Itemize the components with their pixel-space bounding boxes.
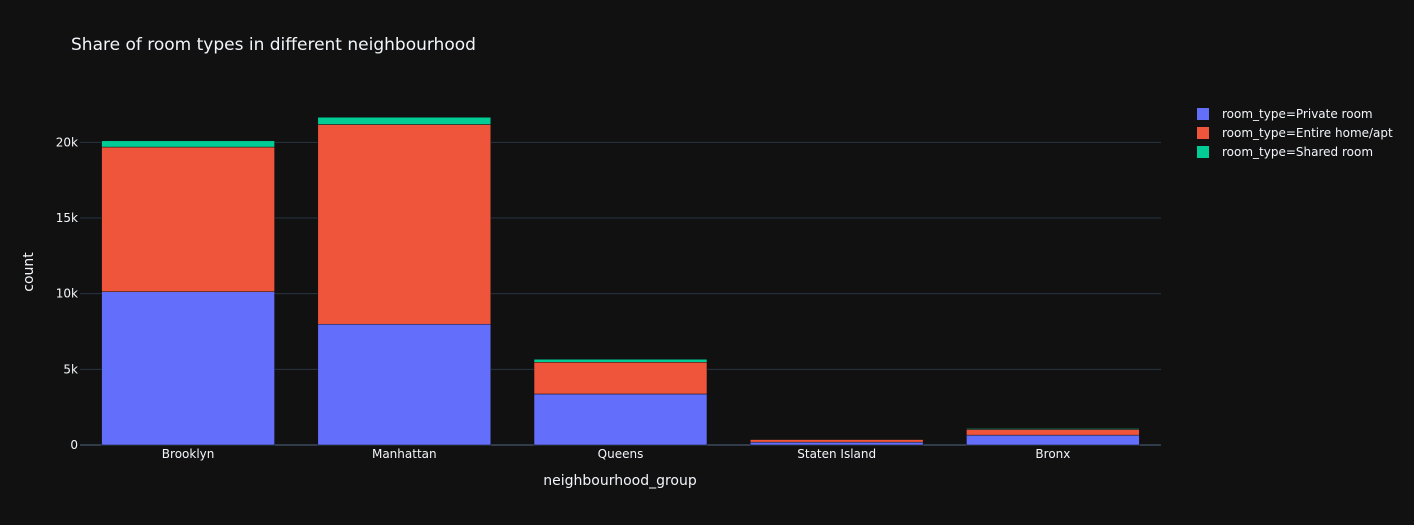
legend-item-label[interactable]: room_type=Shared room (1222, 145, 1373, 159)
legend-swatch[interactable] (1197, 146, 1209, 158)
y-tick-label: 20k (56, 135, 78, 149)
bar-manhattan-series-0[interactable] (317, 323, 492, 446)
bar-queens-series-1[interactable] (533, 362, 708, 395)
legend-item-label[interactable]: room_type=Private room (1222, 107, 1373, 121)
bar-brooklyn-series-0[interactable] (101, 291, 275, 446)
legend: room_type=Private room room_type=Entire h… (1197, 107, 1393, 159)
x-tick-label: Staten Island (797, 447, 876, 461)
bar-queens-series-2[interactable] (533, 359, 708, 363)
x-tick-label: Queens (598, 447, 644, 461)
legend-swatch[interactable] (1197, 127, 1209, 139)
y-tick-labels: 0 5k 10k 15k 20k (56, 135, 78, 452)
bar-staten-island-series-0[interactable] (749, 441, 924, 446)
y-tick-label: 0 (70, 438, 78, 452)
bar-brooklyn-series-1[interactable] (101, 146, 275, 292)
bar-staten-island-series-1[interactable] (749, 439, 924, 443)
x-tick-label: Manhattan (372, 447, 437, 461)
bar-brooklyn-series-2[interactable] (101, 140, 275, 148)
bar-manhattan-series-2[interactable] (317, 116, 492, 125)
x-tick-label: Brooklyn (162, 447, 215, 461)
y-tick-label: 5k (63, 362, 78, 376)
y-tick-label: 15k (56, 211, 78, 225)
bars (101, 116, 1140, 446)
bar-bronx-series-1[interactable] (966, 429, 1140, 436)
bar-queens-series-0[interactable] (533, 393, 708, 446)
x-tick-label: Bronx (1035, 447, 1070, 461)
bar-manhattan-series-1[interactable] (317, 124, 492, 325)
bar-bronx-series-0[interactable] (966, 434, 1140, 446)
x-axis-title: neighbourhood_group (543, 473, 697, 489)
bar-bronx-series-2[interactable] (966, 428, 1140, 430)
x-tick-labels: Brooklyn Manhattan Queens Staten Island Bron… (162, 447, 1071, 461)
y-tick-label: 10k (56, 287, 78, 301)
legend-item-label[interactable]: room_type=Entire home/apt (1222, 126, 1393, 140)
legend-swatch[interactable] (1197, 108, 1209, 120)
y-axis-title: count (21, 252, 37, 292)
chart-title: Share of room types in different neighbo… (71, 35, 476, 55)
